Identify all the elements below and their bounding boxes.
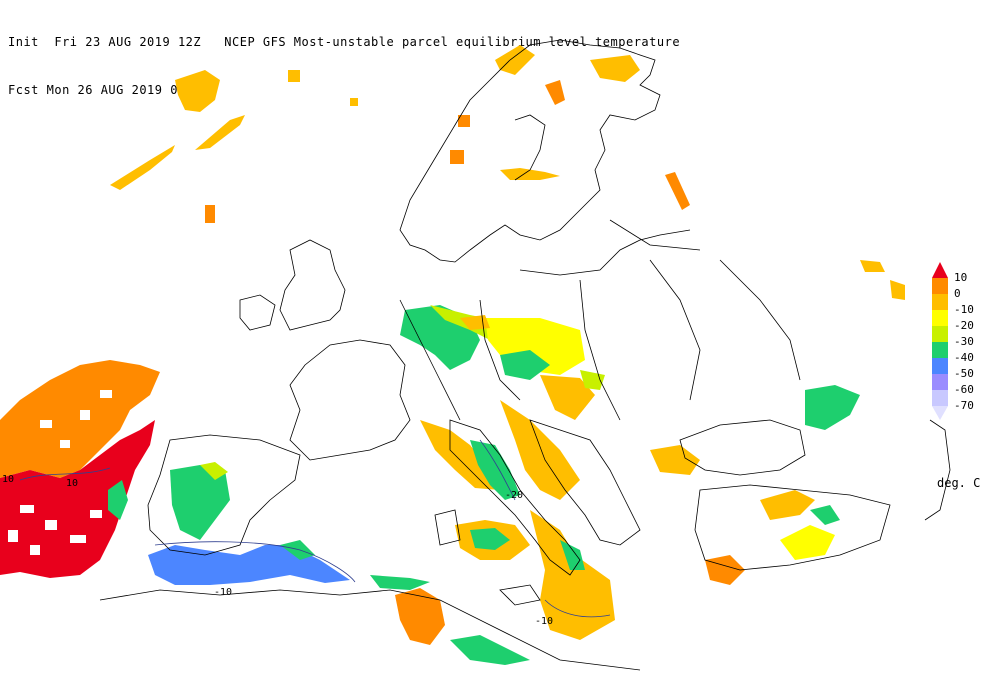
contours xyxy=(19,439,611,618)
atlantic-holes xyxy=(8,390,112,555)
colorbar-swatch xyxy=(932,342,948,358)
atlantic-green-field xyxy=(108,480,128,520)
contour-label: -20 xyxy=(505,490,523,501)
contour-label: 10 xyxy=(66,478,78,489)
contour-label: 10 xyxy=(2,474,14,485)
colorbar-label: -40 xyxy=(954,351,974,364)
units-label: deg. C xyxy=(937,476,981,490)
contour-label: -10 xyxy=(214,587,232,598)
colorbar-swatch xyxy=(932,358,948,374)
colorbar-swatch xyxy=(932,390,948,406)
colorbar-label: -50 xyxy=(954,367,974,380)
colorbar: 10 0 -10 -20 -30 -40 -50 -60 -70 xyxy=(928,262,1000,422)
shaded-fields xyxy=(0,45,905,665)
colorbar-label: 0 xyxy=(954,287,961,300)
colorbar-label: -30 xyxy=(954,335,974,348)
contour-label: -10 xyxy=(535,616,553,627)
colorbar-label: -70 xyxy=(954,399,974,412)
colorbar-swatch xyxy=(932,326,948,342)
colorbar-label: -10 xyxy=(954,303,974,316)
colorbar-bottom-triangle xyxy=(932,406,948,420)
colorbar-swatch xyxy=(932,294,948,310)
colorbar-label: -20 xyxy=(954,319,974,332)
chart-header: Init Fri 23 AUG 2019 12Z NCEP GFS Most-u… xyxy=(8,2,680,114)
colorbar-swatch xyxy=(932,310,948,326)
coastlines xyxy=(99,39,951,671)
colorbar-swatch xyxy=(932,374,948,390)
colorbar-swatches xyxy=(932,262,948,420)
colorbar-label: 10 xyxy=(954,271,968,284)
colorbar-top-triangle xyxy=(932,262,948,278)
atlantic-red-field xyxy=(0,420,155,578)
colorbar-swatch xyxy=(932,278,948,294)
contour-label-group: 10 10 -10 -10 -20 xyxy=(2,474,553,627)
colorbar-label: -60 xyxy=(954,383,974,396)
